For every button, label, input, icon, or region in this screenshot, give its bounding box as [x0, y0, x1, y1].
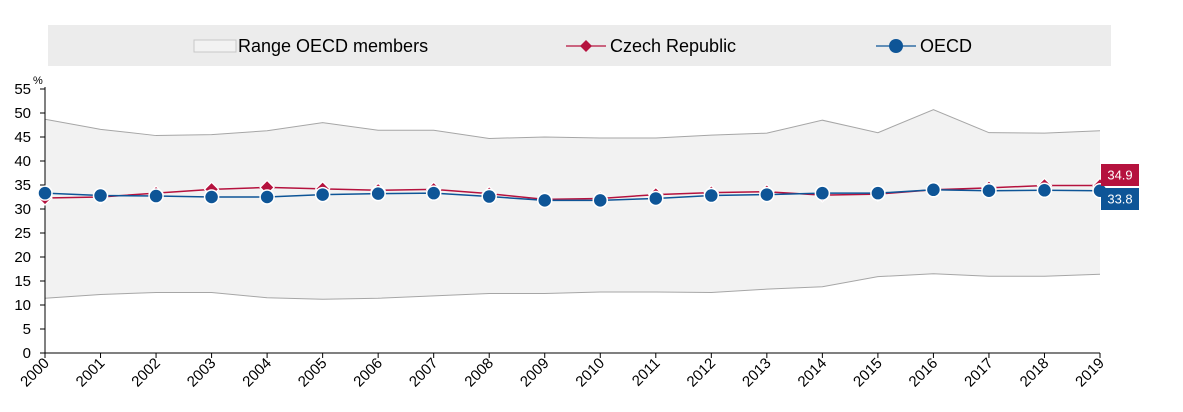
x-tick-label: 2003: [184, 355, 220, 391]
legend-item-oecd: OECD: [876, 36, 972, 56]
x-tick-label: 2009: [517, 355, 553, 391]
y-tick-label: 30: [14, 201, 31, 218]
x-tick-label: 2016: [906, 355, 942, 391]
oecd-point: [92, 187, 109, 204]
oecd-point: [481, 188, 497, 205]
y-tick-label: 5: [23, 321, 31, 338]
oecd-point: [37, 185, 53, 201]
range-max-line: [44, 109, 1101, 139]
x-tick-label: 2007: [406, 355, 442, 391]
y-tick-label: 20: [14, 249, 31, 266]
x-tick-label: 2019: [1072, 355, 1108, 391]
oecd-point: [425, 185, 442, 201]
x-tick-label: 2017: [961, 355, 997, 391]
legend: Range OECD members Czech Republic OECD: [48, 25, 1111, 66]
x-tick-label: 2010: [572, 355, 608, 391]
y-tick-label: 10: [14, 297, 31, 314]
y-tick-label: 50: [14, 105, 31, 122]
legend-oecd-label: OECD: [920, 36, 972, 56]
range-band: [45, 109, 1100, 300]
oecd-point: [592, 192, 609, 209]
legend-oecd-circle-icon: [889, 39, 903, 53]
x-tick-label: 2006: [350, 355, 386, 391]
oecd-point: [370, 185, 386, 202]
legend-range-label: Range OECD members: [238, 36, 428, 56]
czech-republic-end-value-label: 34.9: [1107, 168, 1132, 183]
x-tick-label: 2005: [295, 355, 331, 391]
oecd-point: [259, 189, 275, 205]
x-tick-label: 2018: [1017, 355, 1053, 391]
y-tick-label: 35: [14, 177, 31, 194]
x-tick-label: 2001: [73, 355, 109, 391]
oecd-point: [925, 182, 942, 198]
oecd-point: [703, 187, 720, 204]
legend-item-czech-republic: Czech Republic: [566, 36, 736, 56]
y-axis-unit: %: [33, 75, 43, 87]
oecd-point: [148, 188, 164, 204]
oecd-point: [648, 190, 664, 207]
oecd-point: [814, 185, 831, 201]
oecd-point: [203, 189, 220, 205]
oecd-point: [536, 192, 553, 209]
x-tick-label: 2012: [684, 355, 720, 391]
x-tick-label: 2002: [128, 355, 164, 391]
oecd-point: [1036, 182, 1053, 199]
y-tick-label: 40: [14, 153, 31, 170]
y-tick-label: 45: [14, 129, 31, 146]
oecd-point: [870, 185, 886, 201]
oecd-end-value-label: 33.8: [1107, 192, 1132, 207]
oecd-line: [44, 189, 1101, 202]
legend-czech-diamond-icon: [580, 40, 592, 52]
x-tick-label: 2008: [461, 355, 497, 391]
y-tick-label: 55: [14, 81, 31, 98]
oecd-point: [981, 183, 997, 199]
czech-republic-end-value-box: [1101, 164, 1139, 186]
x-tick-label: 2013: [739, 355, 775, 391]
legend-range-swatch: [193, 39, 237, 53]
oecd-point: [314, 186, 331, 203]
legend-czech-label: Czech Republic: [610, 36, 736, 56]
oecd-point: [759, 186, 775, 203]
legend-item-range: Range OECD members: [193, 36, 428, 56]
y-tick-label: 25: [14, 225, 31, 242]
x-tick-label: 2004: [239, 355, 275, 391]
oecd-end-value-box: [1101, 188, 1139, 210]
x-tick-label: 2014: [795, 355, 831, 391]
x-tick-label: 2011: [629, 355, 664, 390]
x-tick-label: 2015: [850, 355, 886, 391]
y-tick-label: 15: [14, 273, 31, 290]
range-min-line: [44, 273, 1101, 300]
y-tick-label: 0: [23, 345, 31, 362]
